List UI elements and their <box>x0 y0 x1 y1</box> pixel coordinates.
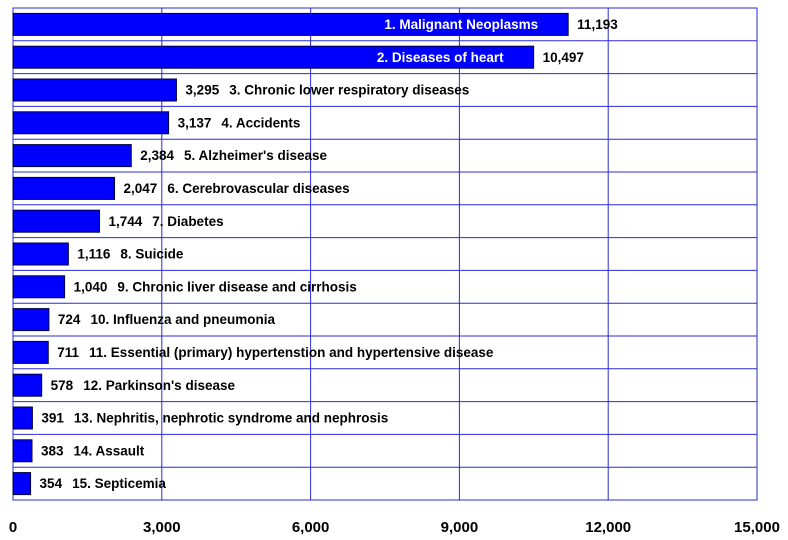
category-label: 15. Septicemia <box>72 476 166 491</box>
value-label: 383 <box>41 443 64 458</box>
category-label: 4. Accidents <box>221 115 300 130</box>
value-label: 711 <box>57 345 79 360</box>
value-label: 354 <box>40 476 63 491</box>
value-label: 2,384 <box>140 148 174 163</box>
x-tick-label: 6,000 <box>292 519 330 536</box>
bar <box>12 472 32 496</box>
category-label: 12. Parkinson's disease <box>83 378 235 393</box>
value-label: 578 <box>51 378 74 393</box>
category-label: 8. Suicide <box>120 247 184 262</box>
category-label: 7. Diabetes <box>152 214 223 229</box>
x-tick-label: 0 <box>9 519 17 536</box>
bar <box>12 111 170 135</box>
category-label: 13. Nephritis, nephrotic syndrome and ne… <box>74 411 388 426</box>
value-label: 3,137 <box>178 115 212 130</box>
category-label: 3. Chronic lower respiratory diseases <box>229 83 469 98</box>
category-label: 6. Cerebrovascular diseases <box>167 181 349 196</box>
category-label: 1. Malignant Neoplasms <box>384 17 538 32</box>
bar <box>12 308 50 332</box>
value-label: 724 <box>58 312 81 327</box>
category-label: 5. Alzheimer's disease <box>184 148 328 163</box>
bar <box>12 45 535 69</box>
bar <box>12 406 33 430</box>
x-tick-label: 3,000 <box>143 519 181 536</box>
bar <box>12 340 49 364</box>
bar <box>12 275 66 299</box>
value-label: 1,744 <box>109 214 143 229</box>
value-label: 3,295 <box>185 83 219 98</box>
category-label: 9. Chronic liver disease and cirrhosis <box>117 279 356 294</box>
value-label: 391 <box>41 411 64 426</box>
value-label: 1,116 <box>77 247 111 262</box>
bar <box>12 209 101 233</box>
bar <box>12 12 569 36</box>
category-label: 10. Influenza and pneumonia <box>90 312 275 327</box>
bar <box>12 78 177 102</box>
value-label: 1,040 <box>74 279 108 294</box>
bar <box>12 242 69 266</box>
bar <box>12 144 132 168</box>
bar <box>12 373 43 397</box>
value-label: 2,047 <box>124 181 158 196</box>
x-tick-label: 15,000 <box>734 519 780 536</box>
category-label: 2. Diseases of heart <box>377 50 504 65</box>
category-label: 14. Assault <box>74 443 145 458</box>
x-tick-label: 12,000 <box>585 519 631 536</box>
bar <box>12 439 33 463</box>
bar <box>12 176 116 200</box>
x-tick-label: 9,000 <box>441 519 479 536</box>
value-label: 11,193 <box>577 17 618 32</box>
category-label: 11. Essential (primary) hypertenstion an… <box>89 345 494 360</box>
value-label: 10,497 <box>543 50 584 65</box>
